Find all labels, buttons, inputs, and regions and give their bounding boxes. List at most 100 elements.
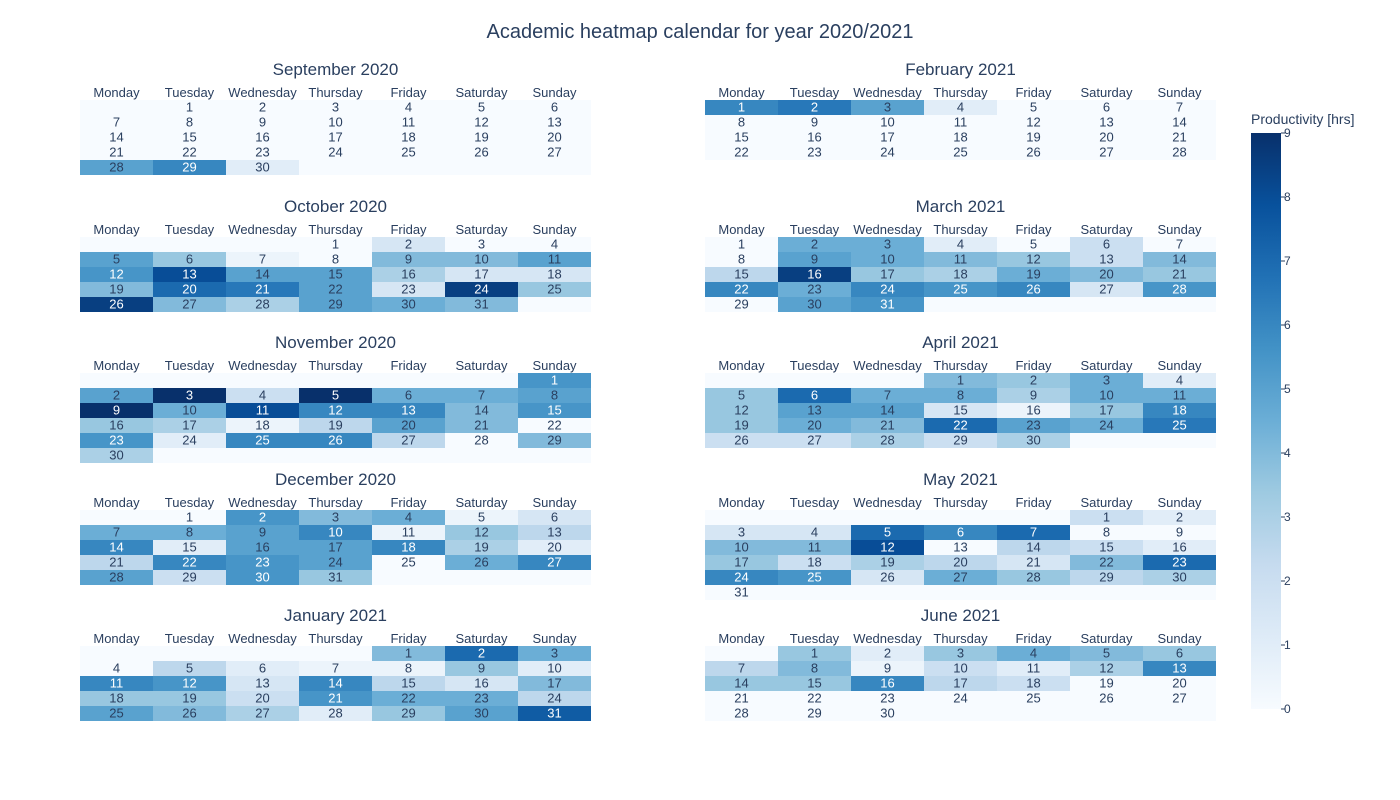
day-cell bbox=[997, 691, 1070, 706]
weekday-label: Thursday bbox=[933, 358, 988, 373]
day-number: 21 bbox=[109, 145, 123, 160]
day-number: 10 bbox=[474, 252, 488, 267]
day-number: 14 bbox=[109, 540, 123, 555]
day-cell bbox=[705, 388, 778, 403]
day-number: 15 bbox=[734, 267, 748, 282]
day-cell bbox=[226, 252, 299, 267]
weekday-label: Monday bbox=[718, 222, 765, 237]
day-cell bbox=[226, 433, 299, 448]
day-number: 15 bbox=[1099, 540, 1113, 555]
day-cell bbox=[1143, 115, 1216, 130]
day-cell bbox=[372, 646, 445, 661]
day-number: 15 bbox=[807, 676, 821, 691]
day-cell bbox=[299, 297, 372, 312]
day-number: 1 bbox=[186, 100, 193, 115]
day-cell bbox=[705, 706, 778, 721]
day-cell bbox=[851, 525, 924, 540]
day-number: 8 bbox=[405, 661, 412, 676]
day-number: 24 bbox=[1099, 418, 1113, 433]
day-number: 18 bbox=[807, 555, 821, 570]
day-cell bbox=[924, 388, 997, 403]
day-number: 10 bbox=[547, 661, 561, 676]
day-number: 26 bbox=[1026, 282, 1040, 297]
day-cell bbox=[997, 115, 1070, 130]
day-number: 6 bbox=[186, 252, 193, 267]
colorbar-tick-label: 2 bbox=[1284, 574, 1291, 588]
day-number: 10 bbox=[953, 661, 967, 676]
day-cell bbox=[518, 388, 591, 403]
day-cell bbox=[705, 540, 778, 555]
day-number: 16 bbox=[1026, 403, 1040, 418]
day-cell bbox=[1143, 403, 1216, 418]
day-number: 13 bbox=[1099, 115, 1113, 130]
day-cell bbox=[226, 130, 299, 145]
day-number: 29 bbox=[734, 297, 748, 312]
weekday-label: Wednesday bbox=[853, 222, 922, 237]
day-cell bbox=[299, 100, 372, 115]
day-cell bbox=[372, 237, 445, 252]
day-number: 18 bbox=[401, 540, 415, 555]
day-cell bbox=[851, 418, 924, 433]
colorbar-gradient bbox=[1251, 133, 1281, 709]
day-cell bbox=[851, 403, 924, 418]
day-cell bbox=[445, 540, 518, 555]
day-cell bbox=[80, 433, 153, 448]
day-number: 29 bbox=[182, 570, 196, 585]
day-number: 17 bbox=[880, 267, 894, 282]
day-number: 23 bbox=[401, 282, 415, 297]
colorbar-title: Productivity [hrs] bbox=[1251, 111, 1354, 127]
colorbar-tick-label: 3 bbox=[1284, 510, 1291, 524]
weekday-label: Friday bbox=[390, 222, 427, 237]
day-number: 1 bbox=[738, 100, 745, 115]
day-cell bbox=[226, 297, 299, 312]
month-panel: November 2020 Monday Tuesday Wednesday Thurs… bbox=[80, 333, 591, 463]
day-number: 30 bbox=[255, 160, 269, 175]
day-number: 7 bbox=[259, 252, 266, 267]
weekday-label: Saturday bbox=[455, 358, 508, 373]
weekday-label: Saturday bbox=[1080, 358, 1133, 373]
day-number: 30 bbox=[807, 297, 821, 312]
day-number: 2 bbox=[811, 100, 818, 115]
day-number: 31 bbox=[734, 585, 748, 600]
day-number: 16 bbox=[401, 267, 415, 282]
day-number: 16 bbox=[807, 130, 821, 145]
day-number: 3 bbox=[478, 237, 485, 252]
day-number: 6 bbox=[551, 510, 558, 525]
month-title: March 2021 bbox=[916, 197, 1006, 216]
day-cell bbox=[997, 373, 1070, 388]
day-number: 27 bbox=[1099, 145, 1113, 160]
day-number: 9 bbox=[478, 661, 485, 676]
day-cell bbox=[445, 237, 518, 252]
day-cell bbox=[851, 540, 924, 555]
day-number: 1 bbox=[811, 646, 818, 661]
day-cell bbox=[80, 130, 153, 145]
day-number: 26 bbox=[474, 145, 488, 160]
day-number: 21 bbox=[474, 418, 488, 433]
day-cell bbox=[997, 646, 1070, 661]
day-number: 27 bbox=[255, 706, 269, 721]
day-number: 19 bbox=[880, 555, 894, 570]
day-cell bbox=[299, 510, 372, 525]
day-number: 8 bbox=[811, 661, 818, 676]
day-number: 22 bbox=[734, 145, 748, 160]
colorbar: Productivity [hrs] 0 1 2 3 4 5 6 7 8 9 bbox=[1251, 111, 1354, 716]
day-cell bbox=[705, 115, 778, 130]
day-number: 12 bbox=[474, 115, 488, 130]
weekday-label: Friday bbox=[1015, 631, 1052, 646]
day-number: 20 bbox=[182, 282, 196, 297]
day-cell bbox=[705, 525, 778, 540]
day-cell bbox=[299, 691, 372, 706]
month-title: June 2021 bbox=[921, 606, 1000, 625]
weekday-label: Wednesday bbox=[228, 631, 297, 646]
day-number: 18 bbox=[401, 130, 415, 145]
day-number: 30 bbox=[1026, 433, 1040, 448]
day-number: 6 bbox=[551, 100, 558, 115]
day-cell bbox=[1070, 555, 1143, 570]
month-panel: May 2021 Monday Tuesday Wednesday Thursday Fr… bbox=[705, 470, 1216, 600]
day-cell bbox=[226, 510, 299, 525]
day-cell bbox=[153, 418, 226, 433]
day-cell bbox=[1070, 115, 1143, 130]
weekday-label: Sunday bbox=[532, 85, 577, 100]
day-cell bbox=[997, 570, 1070, 585]
